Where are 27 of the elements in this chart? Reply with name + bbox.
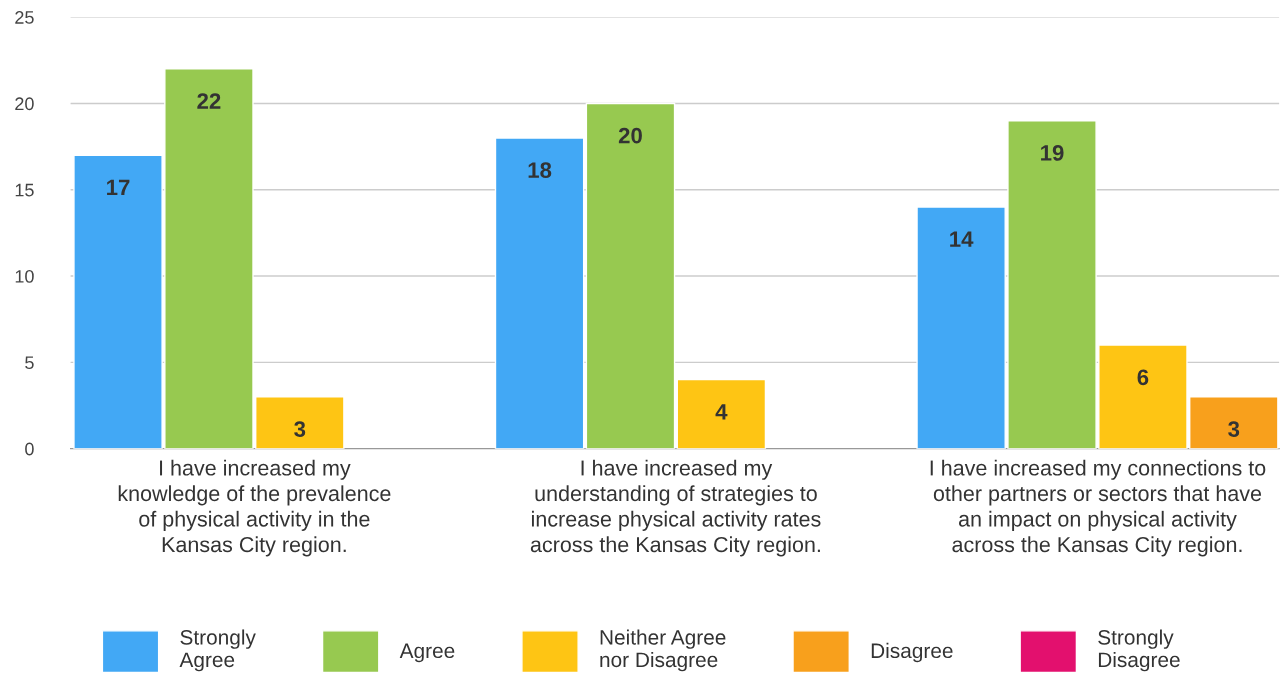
legend-label: Strongly Disagree [1098, 629, 1180, 672]
y-tick-label: 20 [15, 97, 34, 111]
y-tick-label: 10 [15, 269, 34, 283]
data-label: 4 [715, 404, 728, 420]
legend-label: Agree [399, 643, 455, 663]
legend-label: Disagree [871, 642, 953, 663]
bar [676, 378, 767, 449]
x-tick-label: I have increased my knowledge of the prevalence of physical activity in the Kansas City region. [118, 459, 391, 557]
legend-label: Strongly Agree [179, 629, 256, 672]
data-label: 20 [618, 127, 642, 144]
y-tick-label: 0 [25, 442, 34, 456]
y-tick-label: 5 [25, 356, 34, 370]
bar [585, 102, 676, 449]
bar [494, 137, 585, 449]
legend-label: Neither Agree nor Disagree [600, 629, 726, 672]
data-label: 19 [1041, 145, 1064, 161]
data-label: 6 [1137, 369, 1149, 386]
data-label: 3 [294, 421, 306, 437]
data-label: 14 [950, 231, 974, 247]
data-label: 22 [197, 93, 221, 109]
y-tick-label: 15 [15, 183, 34, 197]
data-label: 18 [528, 162, 552, 179]
data-label: 3 [1228, 421, 1240, 437]
x-tick-label: I have increased my connections to other partners or sectors that have an impact on physical activity across the Kansas City region. [930, 459, 1266, 557]
data-label: 17 [107, 179, 130, 196]
x-tick-label: I have increased my understanding of strategies to increase physical activity rates across the Kansas City region. [530, 459, 821, 557]
y-tick-label: 25 [15, 11, 34, 24]
